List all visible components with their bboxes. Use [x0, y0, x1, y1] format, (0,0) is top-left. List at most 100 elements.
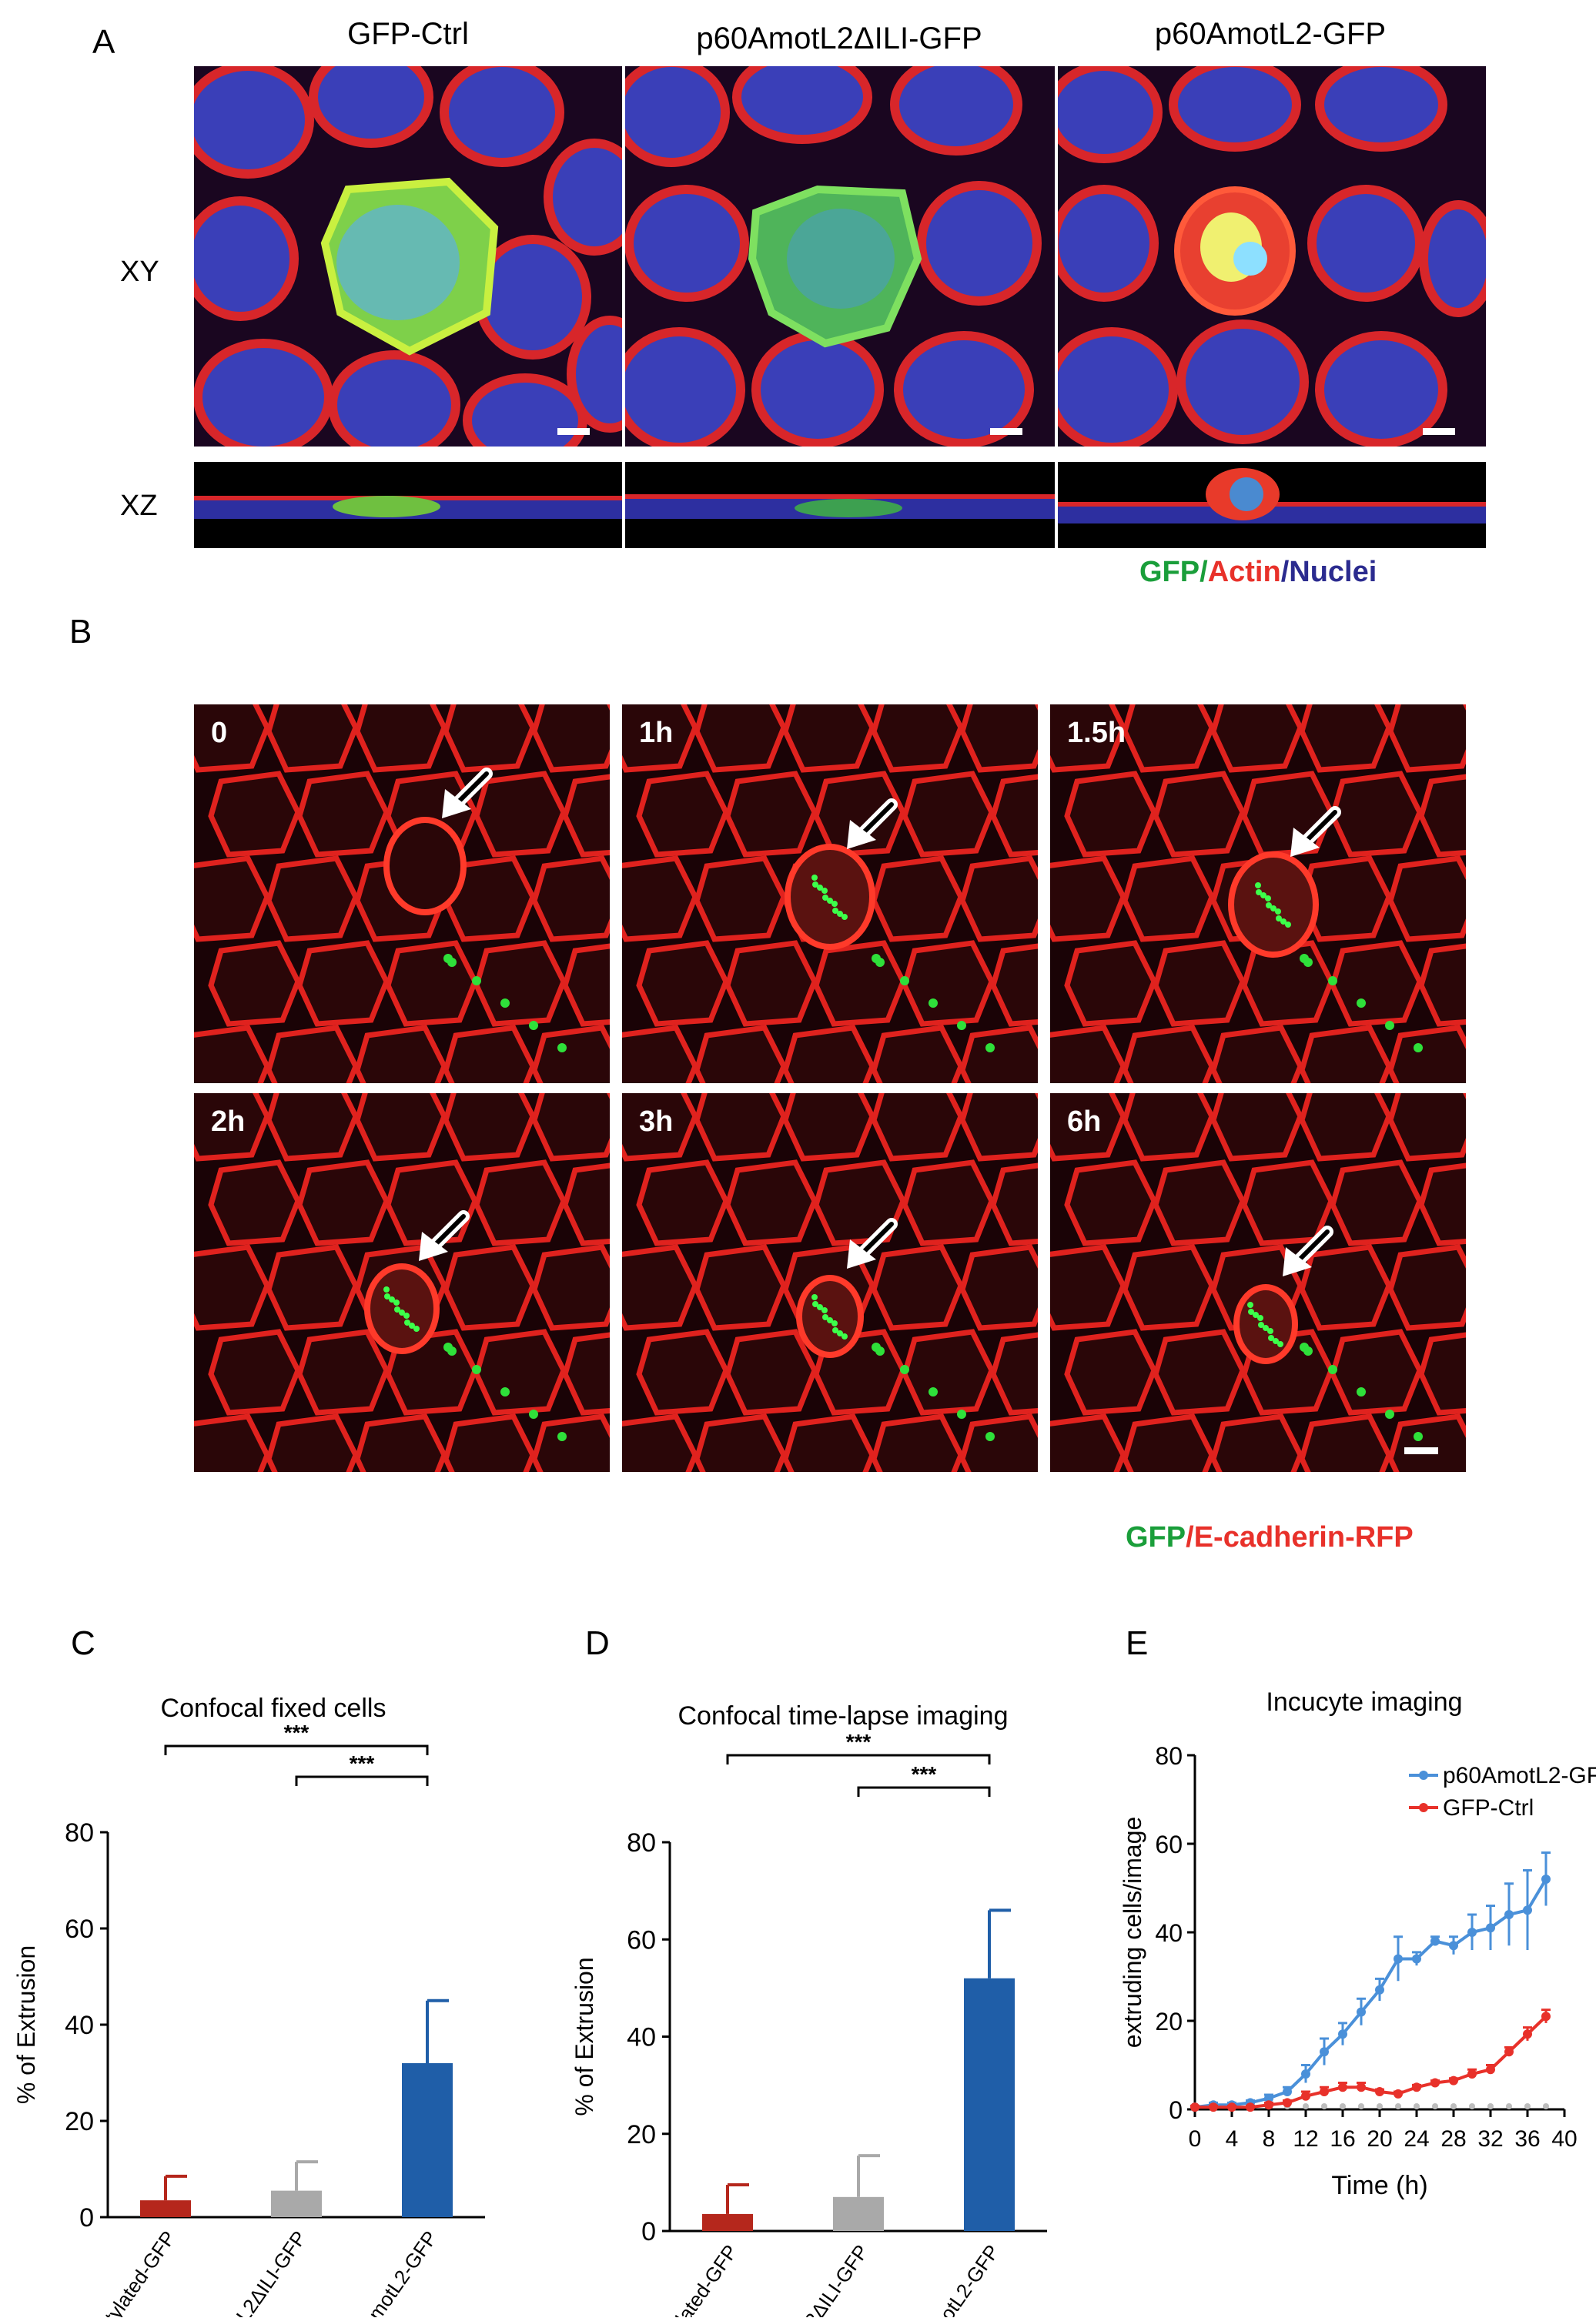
timelapse-frame: 3h — [622, 1093, 1038, 1472]
data-point — [1227, 2102, 1236, 2112]
baseline-marker — [1450, 2103, 1457, 2109]
data-point — [1504, 1910, 1514, 1919]
data-point — [1486, 2065, 1495, 2075]
legend-gfp: GFP — [1126, 1521, 1186, 1554]
significance-bracket — [164, 1744, 429, 1755]
data-point — [1338, 2029, 1347, 2039]
chart-title: Confocal time-lapse imaging — [678, 1701, 1009, 1731]
xz-image-gfp-ctrl — [194, 462, 622, 548]
data-point — [1190, 2102, 1200, 2112]
data-point — [1523, 2029, 1532, 2039]
significance-bracket — [295, 1775, 429, 1786]
baseline-marker — [1340, 2103, 1346, 2109]
y-tick-label: 0 — [79, 2203, 94, 2233]
data-point — [1541, 1875, 1551, 1884]
data-point — [1541, 2012, 1551, 2022]
x-tick-label: 4 — [1226, 2126, 1239, 2152]
xz-image-delta-ili — [625, 462, 1055, 548]
column-title-delta-ili: p60AmotL2ΔILI-GFP — [696, 22, 982, 55]
baseline-marker — [1469, 2103, 1475, 2109]
bar-chart-c: Confocal fixed cells 0 20 40 60 80 % of Extrus… — [12, 1694, 485, 2317]
data-point — [1523, 1905, 1532, 1915]
panel-c-label: C — [71, 1624, 95, 1662]
data-point — [1430, 1936, 1440, 1946]
y-tick-label: 80 — [627, 1828, 656, 1858]
data-point — [1209, 2102, 1218, 2112]
y-axis-label: % of Extrusion — [12, 1945, 40, 2104]
legend-panel-a: GFP/Actin/Nuclei — [1139, 556, 1377, 589]
baseline-marker — [1321, 2103, 1327, 2109]
series-line — [1195, 2015, 1547, 2109]
timelapse-frame: 6h — [1050, 1093, 1466, 1472]
legend-entry: GFP-Ctrl — [1443, 1795, 1534, 1821]
data-point — [1320, 2047, 1329, 2057]
xz-image-p60 — [1058, 462, 1486, 548]
data-point — [1320, 2087, 1329, 2096]
y-tick-label: 40 — [627, 2023, 656, 2052]
legend-ecadherin: E-cadherin-RFP — [1193, 1521, 1414, 1554]
data-point — [1357, 2082, 1366, 2092]
y-tick-label: 20 — [65, 2107, 94, 2136]
x-tick-label: 20 — [1367, 2126, 1392, 2152]
panel-e-label: E — [1126, 1624, 1149, 1662]
data-point — [1449, 1941, 1458, 1951]
y-axis-label: extruding cells/image — [1119, 1817, 1146, 2049]
significance-label: *** — [912, 1762, 937, 1786]
data-point — [1412, 1954, 1421, 1964]
scale-bar — [1404, 1447, 1438, 1454]
data-point — [1412, 2082, 1421, 2092]
data-point — [1283, 2098, 1292, 2108]
y-tick-label: 0 — [641, 2217, 656, 2246]
category-label: Myristylated-GFP — [72, 2226, 180, 2317]
bar — [271, 2190, 322, 2217]
legend-marker — [1419, 1771, 1428, 1780]
baseline-marker — [1543, 2103, 1549, 2109]
legend-sep: / — [1280, 556, 1290, 588]
legend-nuclei: Nuclei — [1289, 556, 1377, 588]
baseline-marker — [1487, 2103, 1494, 2109]
legend-sep: / — [1200, 556, 1208, 588]
data-point — [1430, 2078, 1440, 2088]
data-point — [1394, 2089, 1403, 2099]
category-label: Myristylated-GFP — [634, 2240, 742, 2317]
y-tick-label: 40 — [65, 2011, 94, 2040]
x-tick-label: 32 — [1477, 2126, 1503, 2152]
bar — [702, 2213, 753, 2231]
timepoint-label: 1.5h — [1067, 717, 1126, 749]
legend-marker — [1419, 1803, 1428, 1812]
data-point — [1301, 2091, 1310, 2101]
baseline-marker — [1377, 2103, 1383, 2109]
baseline-marker — [1432, 2103, 1438, 2109]
row-label-xy: XY — [120, 256, 159, 288]
significance-label: *** — [284, 1721, 309, 1744]
y-tick-label: 80 — [65, 1818, 94, 1848]
y-tick-label: 0 — [1169, 2096, 1183, 2124]
category-label: p60AmotL2-GFP — [336, 2226, 441, 2317]
category-label: p60AmotL2ΔILI-GFP — [186, 2226, 311, 2317]
data-point — [1449, 2075, 1458, 2086]
y-tick-label: 20 — [1155, 2008, 1183, 2035]
x-tick-label: 12 — [1293, 2126, 1318, 2152]
legend-gfp: GFP — [1139, 556, 1200, 588]
timelapse-frame: 0 — [194, 704, 610, 1083]
y-tick-label: 60 — [1155, 1831, 1183, 1858]
data-point — [1264, 2093, 1273, 2103]
baseline-marker — [1395, 2103, 1401, 2109]
panel-a-label: A — [92, 23, 115, 61]
bar — [140, 2200, 191, 2217]
timelapse-frame: 1.5h — [1050, 704, 1466, 1083]
baseline-marker — [1506, 2103, 1512, 2109]
data-point — [1283, 2087, 1292, 2096]
category-label: p60AmotL2ΔILI-GFP — [748, 2240, 873, 2317]
row-label-xz: XZ — [120, 490, 158, 522]
timepoint-label: 0 — [211, 717, 228, 749]
data-point — [1357, 2007, 1366, 2017]
bar — [833, 2196, 884, 2231]
baseline-marker — [1414, 2103, 1420, 2109]
panel-d-label: D — [585, 1624, 610, 1662]
timepoint-label: 1h — [639, 717, 674, 749]
data-point — [1264, 2100, 1273, 2110]
y-tick-label: 40 — [1155, 1919, 1183, 1947]
data-point — [1246, 2102, 1255, 2112]
